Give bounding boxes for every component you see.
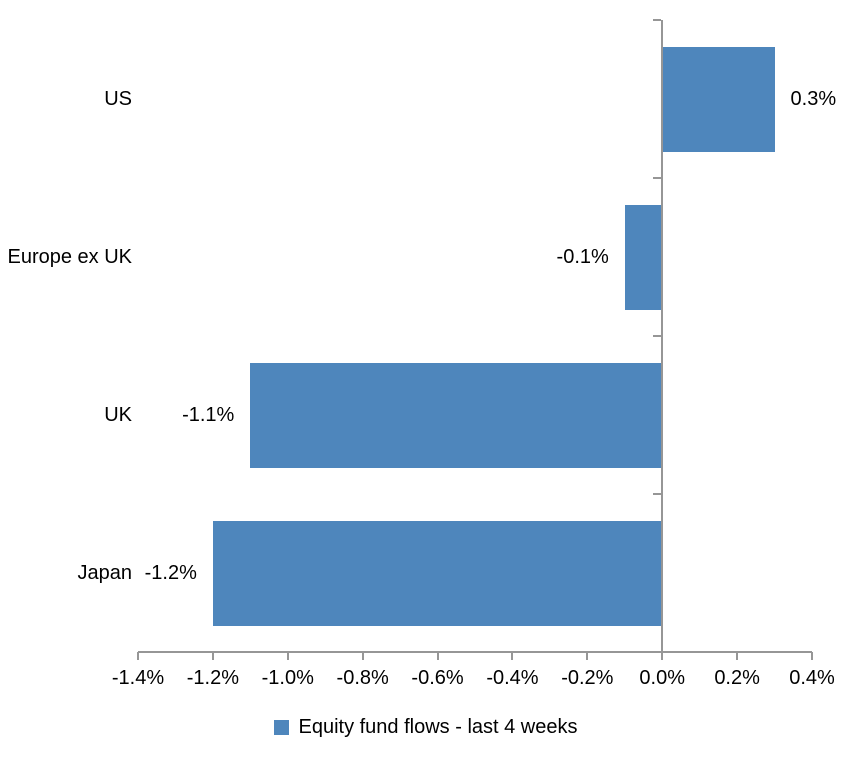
x-axis-tick-label: -1.2% (186, 667, 239, 689)
x-axis-tick-label: -0.6% (411, 667, 464, 689)
category-label-uk: UK (104, 404, 132, 426)
legend-label: Equity fund flows - last 4 weeks (298, 716, 578, 738)
x-axis-tick (736, 652, 739, 660)
legend: Equity fund flows - last 4 weeks (0, 714, 852, 740)
bar-us (662, 46, 775, 152)
category-label-japan: Japan (77, 562, 133, 584)
x-axis-tick (286, 652, 289, 660)
category-axis-tick (653, 19, 661, 21)
x-axis-tick-label: 0.0% (639, 667, 686, 689)
bar-japan (212, 520, 663, 626)
value-label-europe-ex-uk: -0.1% (556, 246, 609, 268)
bar-uk (250, 362, 663, 468)
x-axis-tick-label: -1.4% (111, 667, 165, 689)
x-axis-tick-label: -0.4% (486, 667, 539, 689)
x-axis-tick-label: -0.2% (561, 667, 614, 689)
x-axis-tick (811, 652, 813, 660)
category-axis-tick (653, 177, 661, 179)
x-axis-tick (511, 652, 514, 660)
x-axis-tick-label: -0.8% (336, 667, 389, 689)
legend-swatch-icon (274, 719, 290, 735)
zero-axis-line (661, 20, 663, 652)
bar-europe-ex-uk (624, 204, 663, 310)
value-label-uk: -1.1% (182, 404, 235, 426)
x-axis-tick (436, 652, 439, 660)
x-axis-tick (137, 652, 139, 660)
x-axis-tick (586, 652, 589, 660)
category-label-us: US (104, 88, 132, 110)
x-axis-tick (211, 652, 214, 660)
value-label-us: 0.3% (790, 88, 837, 110)
x-axis-tick-label: -1.0% (261, 667, 314, 689)
x-axis-tick-label: 0.4% (789, 667, 835, 689)
x-axis-tick (361, 652, 364, 660)
category-label-europe-ex-uk: Europe ex UK (7, 246, 132, 268)
x-axis-tick (661, 652, 664, 660)
category-axis-tick (653, 335, 661, 337)
x-axis-tick-label: 0.2% (714, 667, 760, 689)
value-label-japan: -1.2% (144, 562, 197, 584)
x-axis-line (138, 651, 812, 653)
category-axis-tick (653, 493, 661, 495)
